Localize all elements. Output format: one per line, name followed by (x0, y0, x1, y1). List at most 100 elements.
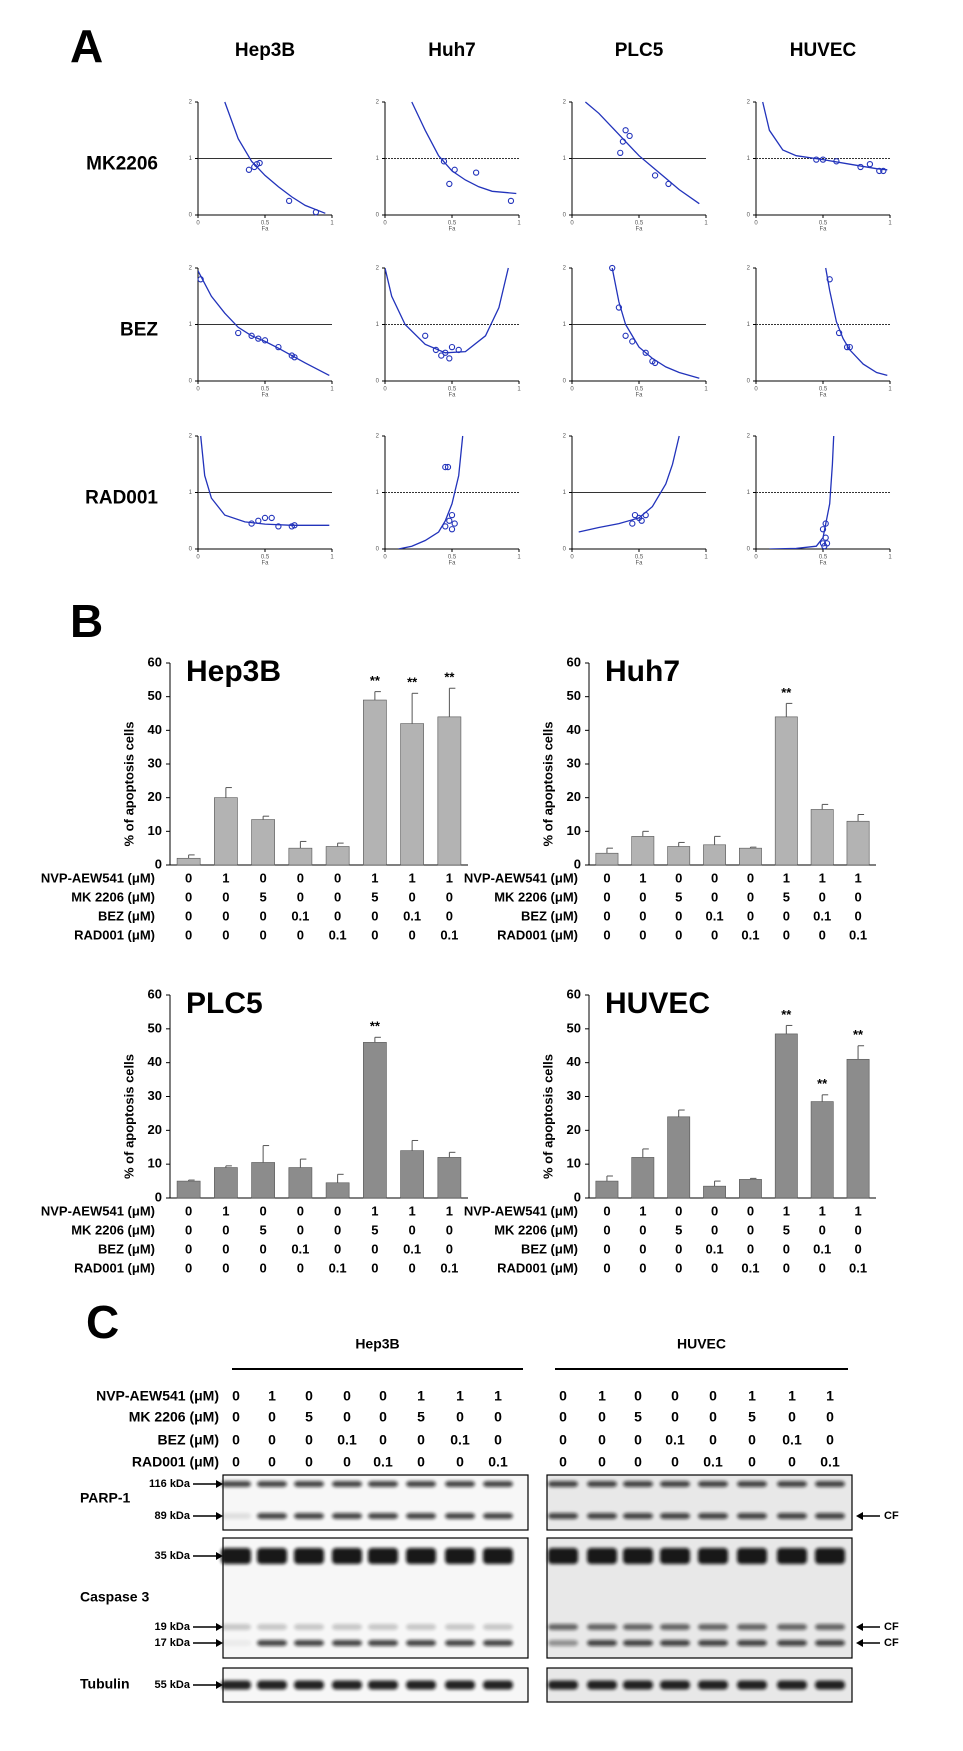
group-header: HUVEC (677, 1336, 726, 1352)
treatment-value: 0 (709, 1388, 717, 1404)
treatment-value: 5 (783, 889, 790, 904)
treatment-value: 0 (854, 889, 861, 904)
x-tick-label: 1 (704, 221, 708, 227)
fit-curve (385, 267, 509, 354)
blot-band (587, 1680, 617, 1690)
blot-band (332, 1481, 362, 1487)
blot-band (623, 1548, 653, 1564)
blot-band (698, 1481, 728, 1487)
x-tick-label: 0 (196, 555, 200, 561)
data-point (609, 264, 616, 272)
y-tick-label: 1 (376, 156, 380, 162)
data-point (626, 132, 633, 140)
bar (846, 1058, 870, 1199)
blot-band (406, 1548, 436, 1564)
blot-band (257, 1624, 287, 1630)
y-tick-label: 2 (747, 100, 751, 106)
data-point (866, 160, 874, 168)
treatment-value: 1 (819, 1203, 826, 1218)
y-tick-label: 10 (148, 1156, 162, 1171)
treatment-value: 0 (185, 1241, 192, 1256)
bar (739, 1179, 762, 1199)
bar (667, 1116, 691, 1199)
cf-arrowhead (856, 1512, 863, 1520)
bar (214, 1167, 238, 1199)
treatment-value: 0 (334, 1241, 341, 1256)
treatment-value: 0 (639, 889, 646, 904)
blot-band (483, 1548, 513, 1564)
treatment-value: 0 (711, 1260, 718, 1275)
bar (251, 1162, 275, 1199)
bar (774, 1033, 798, 1199)
ci-plot: 0 0.5 1 0 1 2 Fa (747, 100, 893, 233)
y-tick-label: 60 (148, 654, 162, 669)
group-header: Hep3B (355, 1336, 399, 1352)
x-axis-label: Fa (635, 393, 643, 399)
data-point (275, 343, 282, 351)
marker-label: 19 kDa (155, 1621, 191, 1633)
x-tick-label: 0.5 (635, 221, 644, 227)
blot-band (623, 1680, 653, 1690)
data-point (857, 163, 864, 171)
x-axis-label: Fa (819, 393, 827, 399)
treatment-label: RAD001 (μM) (74, 1260, 155, 1275)
x-tick-label: 0 (196, 387, 200, 393)
y-axis-label: % of apoptosis cells (540, 722, 555, 847)
treatment-value: 1 (371, 870, 378, 885)
treatment-value: 1 (854, 870, 861, 885)
y-axis-label: % of apoptosis cells (540, 1054, 555, 1179)
ci-plot: 0 0.5 1 0 1 2 Fa (563, 100, 709, 233)
blot-band (815, 1680, 845, 1690)
treatment-value: 0 (456, 1409, 464, 1425)
blot-band (445, 1481, 475, 1487)
x-tick-label: 0 (383, 387, 387, 393)
treatment-value: 0.1 (813, 1241, 831, 1256)
treatment-value: 0 (334, 889, 341, 904)
ci-plot: 0 0.5 1 0 1 2 Fa (376, 434, 522, 567)
treatment-value: 0 (783, 927, 790, 942)
blot-band (623, 1624, 653, 1630)
y-tick-label: 0 (376, 547, 380, 553)
treatment-label: RAD001 (μM) (132, 1454, 219, 1470)
y-tick-label: 0 (747, 213, 751, 219)
marker-arrowhead (216, 1512, 223, 1520)
y-tick-label: 20 (567, 1122, 581, 1137)
blot-band (587, 1640, 617, 1646)
data-point (880, 167, 887, 175)
treatment-value: 0 (305, 1454, 313, 1470)
y-tick-label: 20 (567, 789, 581, 804)
data-point (451, 520, 458, 527)
data-point (235, 329, 242, 337)
treatment-label: MK 2206 (μM) (129, 1409, 219, 1425)
treatment-value: 0 (639, 1222, 646, 1237)
column-header: PLC5 (615, 40, 664, 61)
fit-curve (762, 101, 888, 171)
blot-band (737, 1640, 767, 1646)
blot-band (368, 1680, 398, 1690)
data-point (629, 338, 636, 345)
marker-arrowhead (216, 1552, 223, 1560)
data-point (446, 517, 453, 524)
treatment-value: 0.1 (440, 927, 458, 942)
blot-band (294, 1680, 324, 1690)
treatment-value: 0 (268, 1454, 276, 1470)
data-point (291, 354, 298, 361)
treatment-value: 0 (446, 1241, 453, 1256)
bar (363, 1042, 387, 1199)
treatment-value: 0.1 (488, 1454, 508, 1470)
blot-band (332, 1640, 362, 1646)
treatment-value: 0 (603, 889, 610, 904)
ci-plot: 0 0.5 1 0 1 2 Fa (376, 100, 522, 233)
treatment-value: 0.1 (337, 1432, 357, 1448)
treatment-value: 1 (222, 1203, 229, 1218)
treatment-value: 0 (747, 908, 754, 923)
x-tick-label: 1 (888, 555, 892, 561)
treatment-label: BEZ (μM) (158, 1432, 219, 1448)
blot-band (483, 1640, 513, 1646)
blot-band (815, 1624, 845, 1630)
bar (703, 1185, 726, 1199)
bar (667, 846, 691, 866)
y-tick-label: 2 (563, 100, 567, 106)
treatment-value: 0 (634, 1432, 642, 1448)
